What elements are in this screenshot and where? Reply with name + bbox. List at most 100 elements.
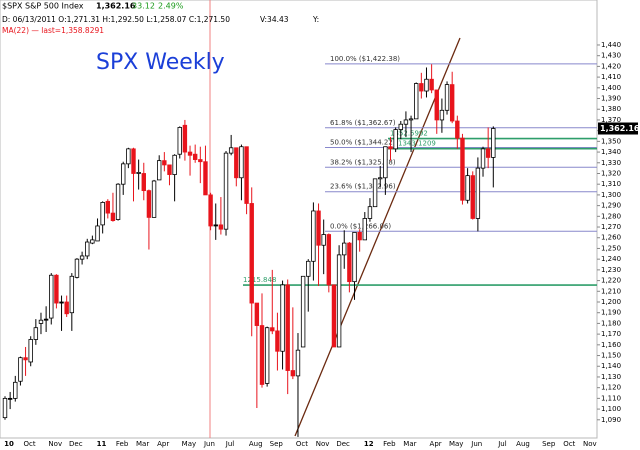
chart-title: SPX Weekly [96,50,225,75]
candle-body [43,318,49,321]
y-tick-label: 1,150 [601,352,621,360]
candle-body [203,161,208,196]
candle-body [342,242,347,256]
y-tick-label: 1,210 [601,287,621,295]
candle-body [362,218,367,241]
candle-body [100,202,105,226]
level-label: 1352.5992 [390,130,428,138]
candle-body [311,210,316,262]
candle-body [156,160,162,181]
x-tick-label: Jun [203,440,215,448]
candle-body [33,327,39,340]
candle-body [13,381,18,399]
level-label: 1215.848 [243,276,276,284]
candle-body [321,234,326,246]
y-tick-label: 1,180 [601,319,621,327]
level-label: 1343.1209 [398,140,436,148]
y-tick-label: 1,100 [601,405,621,413]
x-tick-label: Dec [336,440,350,448]
x-tick-label: Nov [48,440,62,448]
candle-body [95,225,100,242]
candle-body [192,153,198,160]
candle-body [485,148,491,158]
y-tick-label: 1,170 [601,330,621,338]
candle-body [167,164,172,175]
candle-body [388,146,393,150]
candle-body [413,83,419,120]
y-tick-label: 1,110 [601,394,621,402]
candle-body [270,327,275,332]
candle-body [28,339,33,363]
x-tick-label: May [182,440,196,448]
y-tick-label: 1,440 [601,41,621,49]
y-tick-label: 1,410 [601,73,621,81]
ohlc: D: 06/13/2011 O:1,271.31 H:1,292.50 L:1,… [2,15,230,24]
candle-body [49,274,54,319]
x-tick-label: 12 [364,440,374,448]
candle-body [491,128,496,158]
candle-body [300,275,306,348]
candle-body [285,284,290,371]
x-tick-label: Apr [157,440,169,448]
candle-body [121,163,126,185]
candle-body [480,148,486,169]
candle-body [393,129,398,150]
candle-body [398,123,403,130]
candle-body [295,349,301,377]
trend-line [294,37,461,437]
candle-body [151,180,157,218]
candle-body [172,154,177,175]
candle-body [439,109,445,121]
x-tick-label: 10 [4,440,14,448]
x-tick-label: Mar [136,440,149,448]
candle-body [136,172,141,174]
candle-body [280,284,285,352]
candle-body [105,200,110,214]
candle-body [449,84,455,122]
candle-body [208,194,213,227]
x-tick-label: Mar [403,440,416,448]
ma-label: MA(22) — last=1,358.8291 [2,26,104,35]
x-tick-label: Apr [430,440,442,448]
candle-body [403,119,409,125]
candle-body [218,224,224,230]
change: 33.12 [132,2,155,11]
x-tick-label: 11 [97,440,107,448]
candle-body [378,177,383,180]
y-tick-label: 1,430 [601,52,621,60]
candle-body [424,78,429,92]
x-tick-label: Jul [225,440,235,448]
candle-body [146,190,152,218]
candle-body [18,357,23,382]
level-label: 38.2% ($1,325.78) [330,158,396,166]
x-tick-label: Aug [249,440,263,448]
y-tick-label: 1,250 [601,244,621,252]
candle-body [419,83,424,92]
candle-body [434,89,439,121]
candle-body [213,224,218,227]
candle-body [475,167,481,219]
candle-body [372,178,378,208]
x-tick-label: Oct [24,440,36,448]
level-label: 0.0% ($1,266.06) [330,222,391,230]
candle-body [38,319,44,324]
price-box-label: 1,362.16 [600,124,640,133]
y-tick-label: 1,220 [601,277,621,285]
candle-body [198,159,203,163]
x-tick-label: Nov [316,440,330,448]
candle-body [259,325,265,385]
candle-body [444,84,450,111]
candle-body [352,231,357,283]
y-tick-label: 1,200 [601,298,621,306]
x-tick-label: Feb [116,440,129,448]
x-tick-label: May [449,440,463,448]
symbol: $SPX S&P 500 Index [2,2,84,11]
candle-body [383,146,388,179]
candle-body [64,301,69,315]
candle-body [249,203,254,304]
y-tick-label: 1,300 [601,191,621,199]
candle-body [239,146,244,179]
candle-body [408,118,414,121]
x-tick-label: Jul [497,440,507,448]
